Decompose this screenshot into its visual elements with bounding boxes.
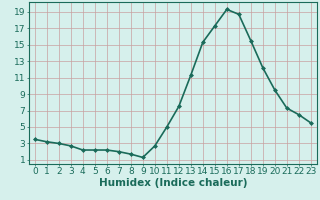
X-axis label: Humidex (Indice chaleur): Humidex (Indice chaleur) [99,178,247,188]
